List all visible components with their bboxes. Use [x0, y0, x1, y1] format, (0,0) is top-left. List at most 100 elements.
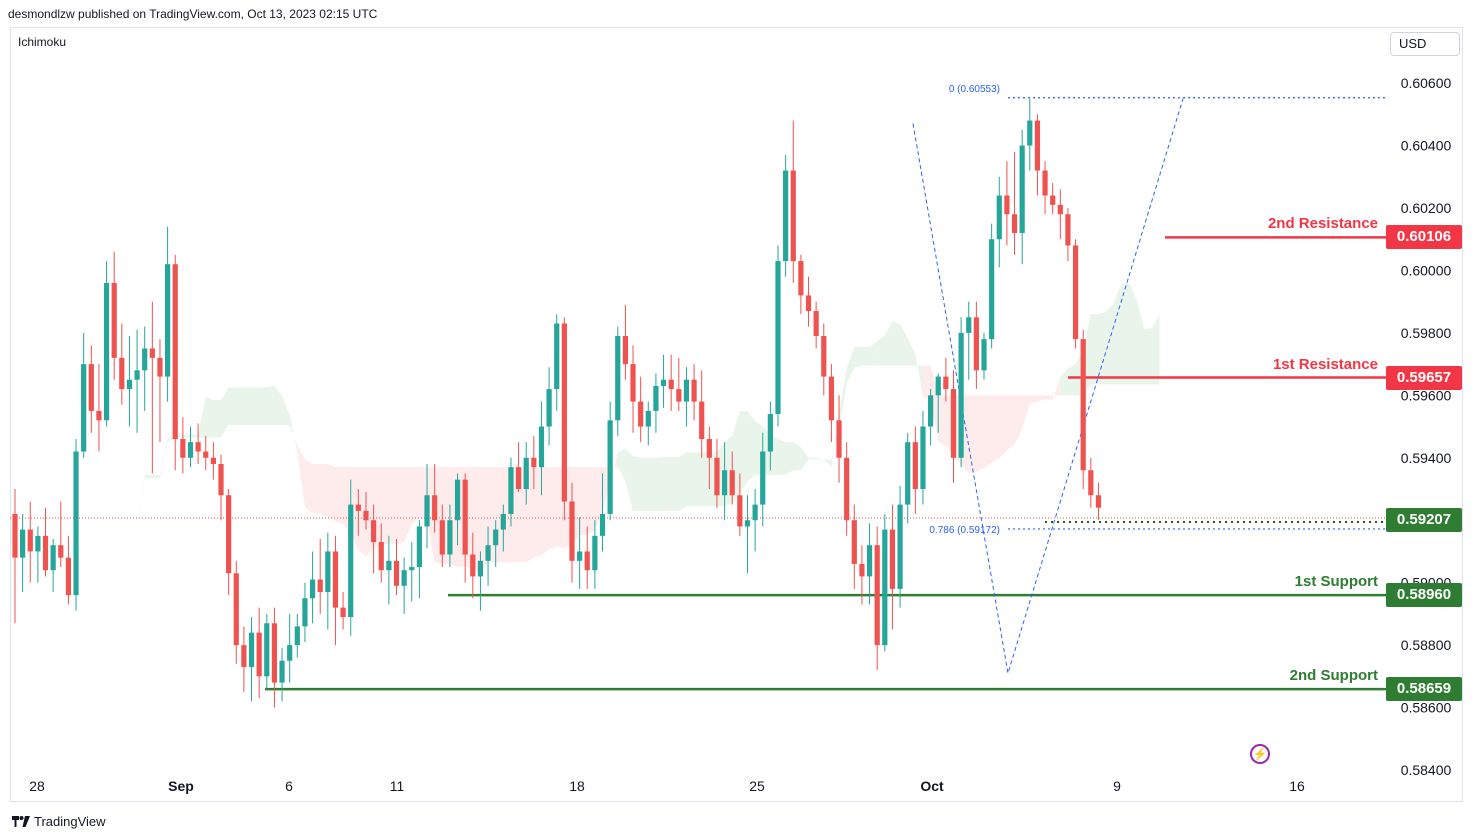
- candle-body: [1095, 495, 1102, 508]
- candle: [447, 504, 453, 568]
- candle: [149, 301, 155, 474]
- cloud-segment: [1045, 395, 1053, 401]
- candle: [439, 504, 445, 568]
- candle: [65, 535, 72, 605]
- candle-body: [515, 467, 522, 489]
- candle: [638, 376, 644, 443]
- candle-body: [905, 442, 911, 505]
- candle-body: [332, 551, 339, 608]
- cloud-segment: [411, 467, 420, 525]
- candle-body: [271, 623, 278, 683]
- publish-info: desmondlzw published on TradingView.com,…: [8, 7, 378, 21]
- cloud-segment: [1014, 395, 1023, 445]
- candle-body: [203, 451, 209, 458]
- candle: [226, 488, 232, 596]
- candle: [256, 607, 262, 699]
- candle-body: [340, 607, 346, 618]
- candle-body: [287, 645, 293, 661]
- candle-body: [241, 645, 247, 667]
- cloud-segment: [236, 387, 244, 425]
- candle: [515, 442, 522, 493]
- cloud-segment: [144, 474, 153, 479]
- candle: [699, 370, 705, 458]
- candle: [683, 367, 690, 427]
- candle-body: [569, 501, 575, 561]
- flash-icon[interactable]: ⚡: [1250, 744, 1270, 764]
- candle-body: [928, 395, 934, 427]
- fib-trend-line: [912, 98, 1184, 674]
- candle: [828, 364, 835, 443]
- candle-body: [180, 439, 186, 458]
- cloud-segment: [404, 467, 412, 543]
- candle-body: [50, 545, 56, 571]
- cloud-segment: [655, 456, 664, 511]
- level-name: 1st Resistance: [1272, 355, 1378, 373]
- candle-body: [103, 282, 110, 421]
- candle: [836, 395, 842, 483]
- candle-body: [851, 520, 857, 564]
- cloud-segment: [877, 335, 885, 366]
- price-tick-label: 0.58800: [1401, 637, 1452, 653]
- candle-body: [378, 542, 384, 571]
- cloud-segment: [640, 457, 649, 511]
- candle: [157, 339, 163, 443]
- candle: [531, 435, 537, 489]
- cloud-segment: [1098, 311, 1107, 385]
- candle: [630, 345, 636, 433]
- candle-body: [813, 311, 819, 337]
- candle: [393, 538, 400, 596]
- cloud-segment: [793, 442, 801, 471]
- cloud-segment: [320, 464, 328, 517]
- candle: [73, 439, 79, 611]
- candle-body: [935, 376, 941, 396]
- candle: [142, 326, 148, 411]
- tradingview-brand[interactable]: TradingView: [12, 814, 106, 829]
- candle: [866, 523, 873, 605]
- candle: [462, 473, 468, 583]
- cloud-segment: [1090, 314, 1099, 385]
- candle-body: [416, 526, 422, 568]
- cloud-segment: [1052, 376, 1061, 401]
- cloud-segment: [1037, 395, 1046, 402]
- fib-retracement: 0 (0.60553) 0.786 (0.59172): [912, 84, 1386, 674]
- candle: [42, 507, 49, 577]
- candle: [523, 442, 529, 505]
- cloud-segment: [1144, 328, 1152, 385]
- candle-body: [462, 479, 468, 555]
- candle-body: [58, 545, 64, 558]
- candle-body: [981, 339, 987, 371]
- candle: [187, 426, 194, 468]
- indicator-legend[interactable]: Ichimoku: [18, 35, 67, 49]
- candle: [744, 495, 751, 574]
- candle-body: [706, 439, 712, 458]
- candle: [805, 276, 812, 327]
- candle: [1095, 482, 1102, 521]
- cloud-segment: [991, 395, 1000, 463]
- candle: [332, 535, 339, 646]
- cloud-segment: [976, 395, 985, 472]
- candle: [302, 582, 308, 642]
- cloud-segment: [1006, 395, 1015, 450]
- candle-body: [302, 598, 308, 627]
- candle-body: [729, 470, 735, 496]
- candle-body: [1072, 245, 1079, 340]
- currency-selector[interactable]: USD: [1390, 32, 1460, 56]
- candle-body: [500, 513, 506, 530]
- cloud-segment: [686, 452, 695, 507]
- cloud-segment: [549, 467, 557, 550]
- candle: [309, 551, 316, 624]
- cloud-segment: [739, 410, 748, 494]
- cloud-segment: [816, 457, 824, 460]
- candle: [950, 370, 957, 483]
- candle-body: [531, 457, 537, 468]
- candle-body: [493, 529, 499, 546]
- candles: [12, 98, 1102, 708]
- candle: [1004, 161, 1010, 246]
- time-tick-label: 9: [1113, 778, 1121, 794]
- cloud-segment: [915, 354, 923, 397]
- level-name: 2nd Support: [1289, 667, 1378, 685]
- cloud-segment: [381, 467, 389, 546]
- cloud-segment: [625, 448, 634, 511]
- cloud-segment: [922, 365, 931, 402]
